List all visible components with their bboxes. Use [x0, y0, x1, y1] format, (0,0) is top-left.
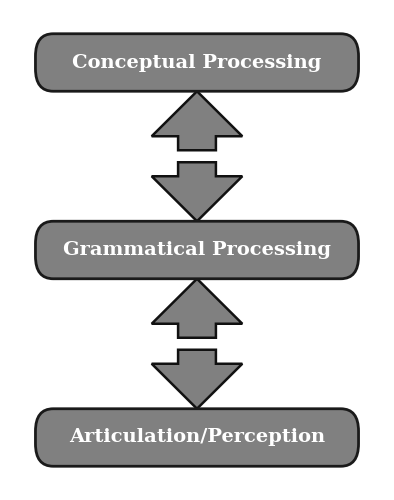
Polygon shape	[152, 162, 242, 221]
Polygon shape	[152, 91, 242, 150]
Text: Conceptual Processing: Conceptual Processing	[72, 54, 322, 72]
Polygon shape	[152, 350, 242, 409]
Text: Grammatical Processing: Grammatical Processing	[63, 241, 331, 259]
Polygon shape	[152, 279, 242, 338]
FancyBboxPatch shape	[35, 34, 359, 91]
Text: Articulation/Perception: Articulation/Perception	[69, 428, 325, 446]
FancyBboxPatch shape	[35, 409, 359, 466]
FancyBboxPatch shape	[35, 221, 359, 279]
